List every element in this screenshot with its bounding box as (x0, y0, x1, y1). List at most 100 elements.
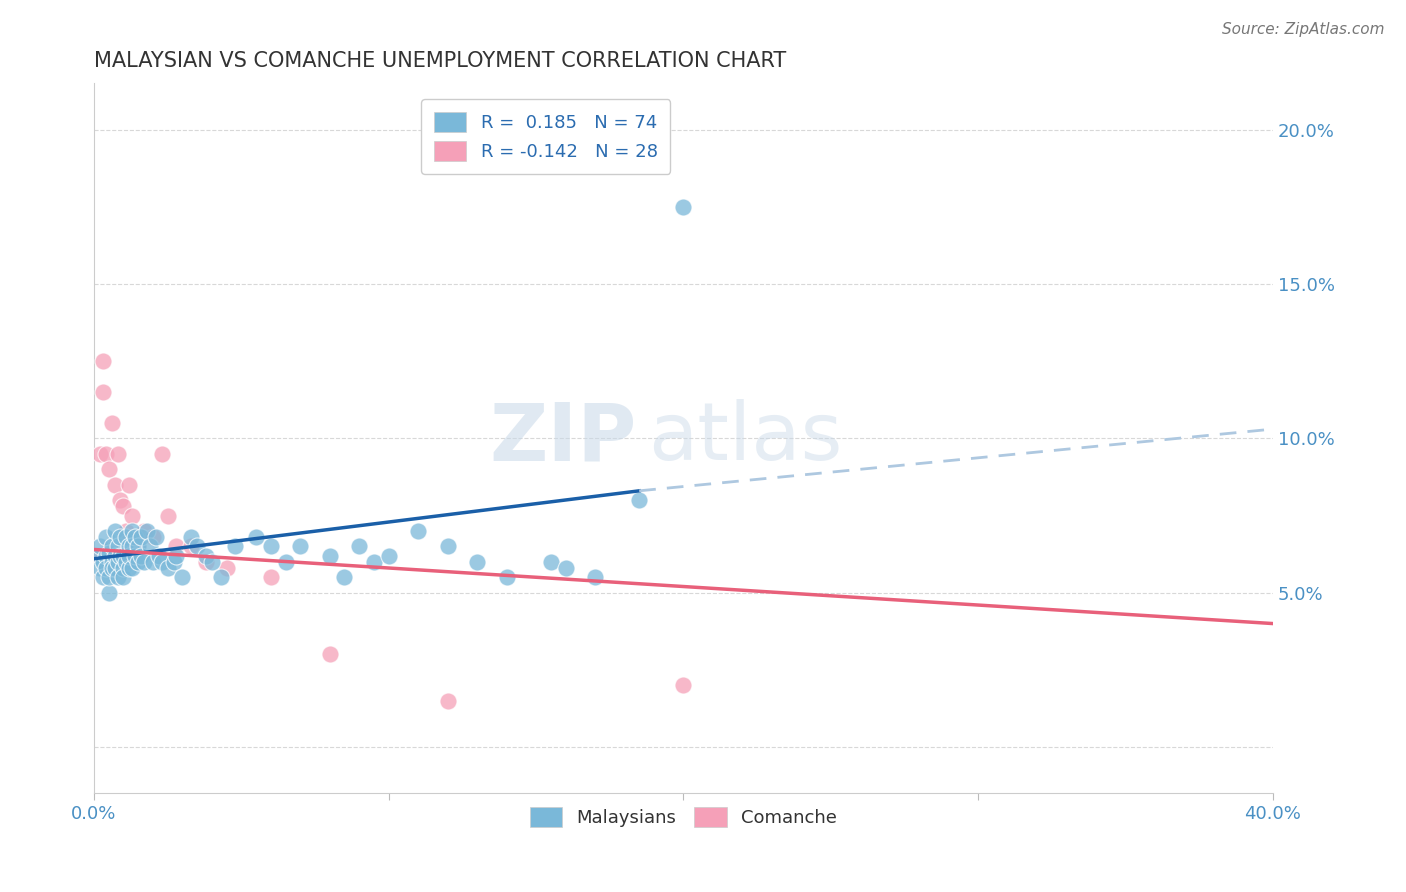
Point (100, 555, 122, 569)
Point (142, 530, 165, 544)
Text: atlas: atlas (648, 400, 842, 477)
Point (127, 540, 149, 554)
Point (150, 555, 173, 569)
Point (319, 648, 342, 662)
Point (628, 493, 651, 508)
Point (132, 524, 155, 538)
Point (89, 540, 111, 554)
Point (118, 549, 141, 563)
Point (107, 540, 129, 554)
Point (115, 530, 138, 544)
Point (91, 555, 114, 569)
Point (103, 477, 125, 491)
Point (127, 555, 149, 569)
Point (319, 549, 342, 563)
Point (100, 561, 122, 575)
Point (156, 561, 179, 575)
Point (290, 540, 312, 554)
Point (121, 540, 143, 554)
Point (118, 540, 141, 554)
Point (215, 561, 238, 575)
Point (495, 570, 517, 584)
Point (118, 477, 141, 491)
Point (274, 555, 297, 569)
Point (97, 555, 120, 569)
Point (136, 524, 159, 538)
Point (112, 549, 135, 563)
Point (127, 540, 149, 554)
Point (436, 694, 458, 708)
Legend: Malaysians, Comanche: Malaysians, Comanche (523, 800, 845, 834)
Point (672, 678, 695, 692)
Point (89, 447, 111, 461)
Point (121, 561, 143, 575)
Point (260, 540, 283, 554)
Point (156, 508, 179, 523)
Point (107, 570, 129, 584)
Point (103, 524, 125, 538)
Point (91, 354, 114, 368)
Point (112, 561, 135, 575)
Point (129, 549, 152, 563)
Point (583, 570, 606, 584)
Point (554, 561, 576, 575)
Text: MALAYSIAN VS COMANCHE UNEMPLOYMENT CORRELATION CHART: MALAYSIAN VS COMANCHE UNEMPLOYMENT CORRE… (94, 51, 786, 70)
Point (112, 570, 135, 584)
Point (118, 561, 141, 575)
Point (86, 549, 108, 563)
Point (110, 530, 132, 544)
Point (94, 549, 117, 563)
Point (162, 555, 184, 569)
Point (91, 385, 114, 400)
Point (97, 462, 120, 476)
Text: Source: ZipAtlas.com: Source: ZipAtlas.com (1222, 22, 1385, 37)
Point (110, 549, 132, 563)
Point (406, 524, 429, 538)
Point (94, 447, 117, 461)
Point (347, 540, 370, 554)
Point (97, 570, 120, 584)
Point (180, 530, 202, 544)
Point (132, 555, 155, 569)
Point (224, 540, 246, 554)
Point (180, 540, 202, 554)
Point (124, 549, 146, 563)
Point (209, 570, 232, 584)
Point (94, 561, 117, 575)
Point (166, 540, 188, 554)
Point (436, 540, 458, 554)
Point (540, 555, 562, 569)
Point (672, 200, 695, 214)
Point (86, 549, 108, 563)
Point (194, 555, 217, 569)
Point (115, 555, 138, 569)
Point (172, 570, 194, 584)
Point (94, 530, 117, 544)
Point (194, 549, 217, 563)
Point (129, 530, 152, 544)
Point (148, 549, 170, 563)
Point (124, 530, 146, 544)
Point (142, 555, 165, 569)
Point (100, 540, 122, 554)
Point (112, 500, 135, 514)
Point (89, 561, 111, 575)
Point (103, 561, 125, 575)
Point (103, 549, 125, 563)
Point (201, 555, 224, 569)
Point (107, 555, 129, 569)
Point (110, 493, 132, 508)
Point (245, 530, 267, 544)
Point (145, 530, 167, 544)
Point (121, 524, 143, 538)
Point (260, 570, 283, 584)
Point (91, 570, 114, 584)
Point (465, 555, 488, 569)
Point (363, 555, 385, 569)
Point (100, 416, 122, 430)
Point (186, 540, 208, 554)
Point (377, 549, 399, 563)
Text: ZIP: ZIP (489, 400, 637, 477)
Point (107, 447, 129, 461)
Point (150, 447, 173, 461)
